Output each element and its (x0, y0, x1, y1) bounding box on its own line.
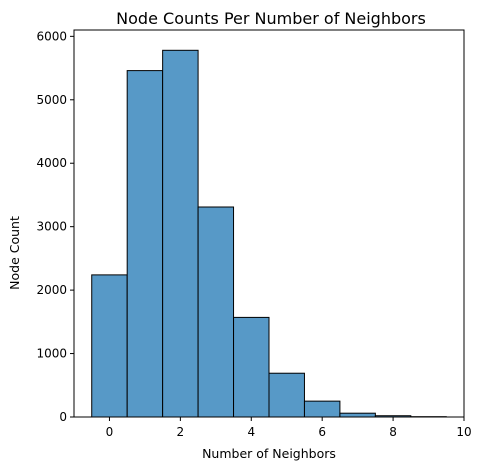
histogram-bar-1 (126, 70, 164, 418)
y-tick-label: 2000 (36, 283, 67, 297)
x-tick-label: 8 (389, 425, 397, 439)
y-tick-label: 5000 (36, 93, 67, 107)
histogram-bar-7 (339, 412, 376, 418)
chart-title: Node Counts Per Number of Neighbors (116, 9, 426, 28)
y-axis-label: Node Count (7, 216, 22, 290)
x-axis-label: Number of Neighbors (202, 446, 336, 461)
x-tick-label: 2 (177, 425, 185, 439)
bars-group (91, 49, 447, 418)
y-tick-label: 0 (59, 410, 67, 424)
plot-frame (73, 29, 465, 418)
histogram-bar-2 (162, 49, 199, 418)
x-tick-label: 10 (456, 425, 471, 439)
histogram-bar-3 (197, 206, 235, 418)
y-tick-label: 4000 (36, 156, 67, 170)
histogram-bar-4 (233, 316, 270, 418)
y-axis-ticks: 0 1000 2000 3000 4000 5000 6000 (36, 29, 74, 424)
y-tick-label: 1000 (36, 347, 67, 361)
y-tick-label: 3000 (36, 220, 67, 234)
x-tick-label: 4 (247, 425, 255, 439)
histogram-bar-5 (268, 372, 305, 418)
histogram-bar-0 (91, 274, 128, 418)
x-tick-label: 0 (106, 425, 114, 439)
y-tick-label: 6000 (36, 29, 67, 43)
x-axis-ticks: 0 2 4 6 8 10 (106, 417, 472, 439)
x-tick-label: 6 (318, 425, 326, 439)
histogram-bar-6 (303, 400, 341, 418)
